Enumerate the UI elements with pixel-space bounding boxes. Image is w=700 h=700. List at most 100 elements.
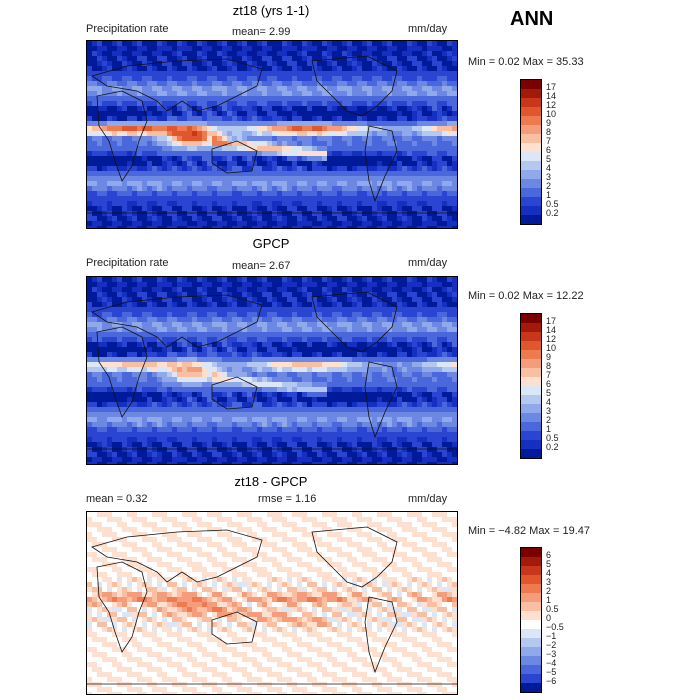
colorbar-label: 5 xyxy=(546,388,552,398)
colorbar-label: −3 xyxy=(546,649,557,659)
map-canvas xyxy=(87,277,457,464)
colorbar-label: 8 xyxy=(546,127,552,137)
panel-title: zt18 - GPCP xyxy=(234,474,308,489)
colorbar-label: 9 xyxy=(546,118,552,128)
colorbar-swatch xyxy=(521,377,541,386)
colorbar-swatch xyxy=(521,134,541,143)
colorbar xyxy=(520,79,542,225)
colorbar-swatch xyxy=(521,656,541,665)
rmse-value: rmse = 1.16 xyxy=(258,493,317,505)
colorbar-swatch xyxy=(521,143,541,152)
colorbar-swatch xyxy=(521,359,541,368)
colorbar-swatch xyxy=(521,638,541,647)
colorbar-swatch xyxy=(521,665,541,674)
panel-title: zt18 (yrs 1-1) xyxy=(232,3,310,18)
colorbar-swatch xyxy=(521,566,541,575)
colorbar-swatch xyxy=(521,116,541,125)
colorbar xyxy=(520,313,542,459)
colorbar-swatch xyxy=(521,611,541,620)
colorbar-label: 7 xyxy=(546,370,552,380)
map-obs xyxy=(86,276,458,465)
season-label: ANN xyxy=(510,8,554,30)
colorbar-swatch xyxy=(521,206,541,215)
colorbar-label: 0 xyxy=(546,613,552,623)
colorbar-swatch xyxy=(521,107,541,116)
colorbar-swatch xyxy=(521,125,541,134)
colorbar-label: 1 xyxy=(546,190,552,200)
colorbar-label: 5 xyxy=(546,559,552,569)
colorbar-label: 4 xyxy=(546,568,552,578)
colorbar-label: 3 xyxy=(546,406,552,416)
colorbar-label: 1 xyxy=(546,424,552,434)
colorbar-label: 10 xyxy=(546,343,557,353)
colorbar-swatch xyxy=(521,386,541,395)
colorbar-swatch xyxy=(521,80,541,89)
colorbar-label: 17 xyxy=(546,316,557,326)
colorbar-label: 7 xyxy=(546,136,552,146)
colorbar-swatch xyxy=(521,683,541,692)
colorbar-swatch xyxy=(521,449,541,458)
colorbar-label: 1 xyxy=(546,595,552,605)
colorbar-label: 12 xyxy=(546,100,557,110)
colorbar-label: 4 xyxy=(546,397,552,407)
colorbar-label: 2 xyxy=(546,415,552,425)
colorbar-swatch xyxy=(521,323,541,332)
colorbar-swatch xyxy=(521,422,541,431)
colorbar-label: 6 xyxy=(546,145,552,155)
colorbar-swatch xyxy=(521,152,541,161)
colorbar-label: −2 xyxy=(546,640,557,650)
colorbar-label: 6 xyxy=(546,379,552,389)
colorbar-label: 0.2 xyxy=(546,208,559,218)
colorbar-swatch xyxy=(521,179,541,188)
colorbar-label: 8 xyxy=(546,361,552,371)
map-canvas xyxy=(87,41,457,228)
colorbar-label: 0.5 xyxy=(546,433,559,443)
colorbar-swatch xyxy=(521,620,541,629)
colorbar-swatch xyxy=(521,602,541,611)
map-canvas xyxy=(87,512,457,694)
minmax-readout: Min = −4.82 Max = 19.47 xyxy=(468,525,590,537)
colorbar-swatch xyxy=(521,593,541,602)
colorbar-label: −4 xyxy=(546,658,557,668)
colorbar-swatch xyxy=(521,350,541,359)
colorbar-label: 17 xyxy=(546,82,557,92)
colorbar-label: 2 xyxy=(546,181,552,191)
units-label: mm/day xyxy=(408,257,448,269)
colorbar-swatch xyxy=(521,188,541,197)
colorbar-swatch xyxy=(521,215,541,224)
colorbar-swatch xyxy=(521,341,541,350)
colorbar-swatch xyxy=(521,584,541,593)
colorbar-swatch xyxy=(521,431,541,440)
colorbar-label: 3 xyxy=(546,172,552,182)
colorbar-swatch xyxy=(521,161,541,170)
colorbar-swatch xyxy=(521,575,541,584)
colorbar-label: 0.2 xyxy=(546,442,559,452)
colorbar-swatch xyxy=(521,557,541,566)
variable-label: Precipitation rate xyxy=(86,23,169,35)
map-model xyxy=(86,40,458,229)
map-diff xyxy=(86,511,458,695)
colorbar-label: −0.5 xyxy=(546,622,564,632)
units-label: mm/day xyxy=(408,493,448,505)
mean-value: mean= 2.99 xyxy=(232,26,291,38)
colorbar xyxy=(520,547,542,693)
colorbar-label: 14 xyxy=(546,91,557,101)
colorbar-label: 2 xyxy=(546,586,552,596)
colorbar-swatch xyxy=(521,395,541,404)
units-label: mm/day xyxy=(408,23,448,35)
minmax-readout: Min = 0.02 Max = 35.33 xyxy=(468,56,584,68)
colorbar-label: 5 xyxy=(546,154,552,164)
colorbar-swatch xyxy=(521,674,541,683)
colorbar-swatch xyxy=(521,98,541,107)
variable-label: Precipitation rate xyxy=(86,257,169,269)
colorbar-label: −5 xyxy=(546,667,557,677)
mean-value: mean= 2.67 xyxy=(232,260,291,272)
colorbar-label: −1 xyxy=(546,631,557,641)
colorbar-label: 0.5 xyxy=(546,604,559,614)
colorbar-swatch xyxy=(521,629,541,638)
colorbar-label: 9 xyxy=(546,352,552,362)
colorbar-label: 0.5 xyxy=(546,199,559,209)
colorbar-swatch xyxy=(521,89,541,98)
colorbar-label: 6 xyxy=(546,550,552,560)
minmax-readout: Min = 0.02 Max = 12.22 xyxy=(468,290,584,302)
